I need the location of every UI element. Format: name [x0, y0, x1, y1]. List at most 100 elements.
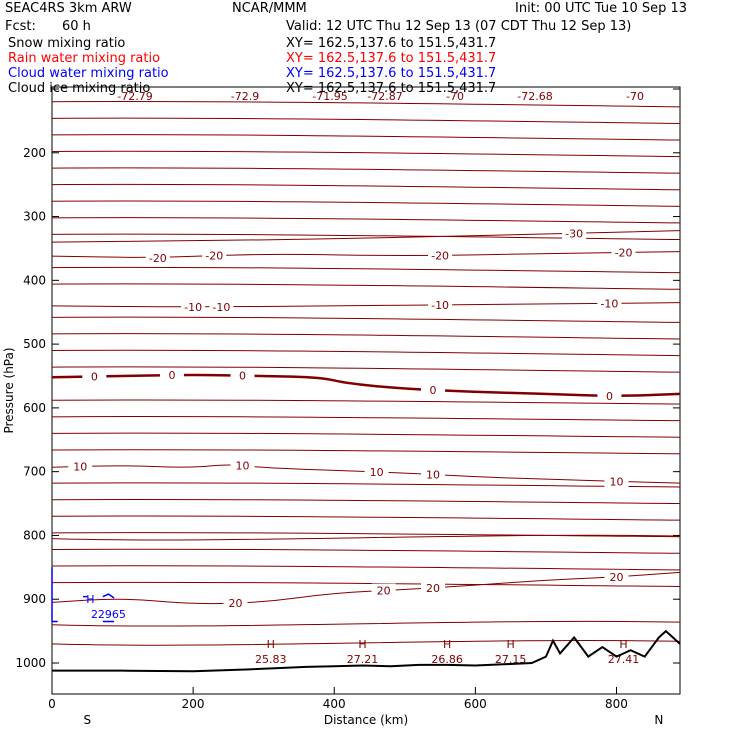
high-marker-H: H: [267, 638, 275, 651]
temperature-contour: [51, 571, 681, 605]
isotherm-line: [51, 432, 681, 438]
temperature-contour: [51, 230, 681, 243]
legend-xy-rain: XY= 162.5,137.6 to 151.5,431.7: [286, 51, 497, 66]
temperature-contour: [51, 302, 681, 308]
y-tick-label: 600: [23, 401, 46, 415]
contour-label: -20: [205, 250, 223, 263]
y-tick-label: 800: [23, 528, 46, 542]
isotherm-line: [51, 449, 681, 455]
contour-label-bg: [421, 580, 446, 594]
isotherm-line: [51, 316, 681, 323]
y-axis-label: Pressure (hPa): [2, 347, 16, 433]
isotherm-line: [51, 266, 681, 274]
contour-label-bg: [230, 458, 255, 472]
x-end-label-north: N: [654, 713, 663, 727]
contour-label: 0: [168, 369, 175, 382]
plot-frame: [51, 86, 681, 695]
cloud-water-H: H: [86, 593, 94, 606]
contour-label: -10: [600, 297, 618, 310]
high-marker-value: 26.86: [431, 653, 463, 666]
legend-xy-snow: XY= 162.5,137.6 to 151.5,431.7: [286, 36, 497, 51]
isotherm-line: [51, 565, 681, 571]
contour-label: 0: [606, 390, 613, 403]
isotherm-line: [51, 399, 681, 405]
isotherm-line: [51, 515, 681, 521]
x-tick-label: 200: [182, 697, 205, 711]
legend-label-rain: Rain water mixing ratio: [8, 51, 161, 66]
high-marker-H: H: [507, 638, 515, 651]
x-tick-label: 0: [48, 697, 56, 711]
contour-label: -10: [212, 301, 230, 314]
contour-label: -20: [431, 249, 449, 262]
isotherm-line: [51, 200, 681, 207]
init-time: Init: 00 UTC Tue 10 Sep 13: [515, 1, 688, 16]
terrain-line: [52, 629, 681, 673]
x-tick-label: 600: [464, 697, 487, 711]
isotherm-line: [51, 233, 681, 241]
contour-label: 10: [73, 460, 87, 473]
isotherm-line: [51, 283, 681, 290]
contour-label-bg: [209, 299, 234, 313]
contour-label-bg: [611, 245, 636, 259]
upper-contour-label: -70: [626, 90, 644, 103]
x-tick-label: 800: [605, 697, 628, 711]
high-marker-H: H: [443, 638, 451, 651]
contour-label-bg: [82, 369, 107, 383]
isotherm-line: [51, 101, 681, 108]
contour-label-bg: [604, 569, 629, 583]
upper-contour-label: -71.95: [312, 90, 347, 103]
cloud-water-value: 22965: [91, 608, 126, 621]
contour-label: -20: [615, 246, 633, 259]
isotherm-line: [51, 532, 681, 538]
contour-label: 10: [426, 468, 440, 481]
contour-label-bg: [159, 368, 184, 382]
x-axis-label: Distance (km): [324, 713, 408, 727]
legend-xy-cloud-ice: XY= 162.5,137.6 to 151.5,431.7: [286, 81, 497, 96]
contour-label-bg: [428, 248, 453, 262]
legend-label-cloud-water: Cloud water mixing ratio: [8, 66, 169, 81]
contour-label: 0: [91, 371, 98, 384]
contour-label: 20: [609, 571, 623, 584]
temperature-contour: [51, 251, 681, 258]
contour-label-bg: [597, 296, 622, 310]
isotherm-line: [51, 620, 681, 627]
y-tick-label: 1000: [15, 656, 46, 670]
contour-label-bg: [371, 583, 396, 597]
contour-label: -10: [431, 299, 449, 312]
contour-label: 0: [239, 370, 246, 383]
upper-contour-label: -72.87: [367, 90, 402, 103]
upper-contour-label: -72.79: [117, 90, 152, 103]
x-tick-label: 400: [323, 697, 346, 711]
high-marker-H: H: [619, 638, 627, 651]
upper-contour-label: -72.9: [231, 90, 259, 103]
contour-label-bg: [230, 368, 255, 382]
contour-label-bg: [604, 474, 629, 488]
contour-label-bg: [181, 300, 206, 314]
y-tick-label: 200: [23, 146, 46, 160]
isotherm-line: [51, 183, 681, 191]
high-marker-value: 25.83: [255, 653, 287, 666]
high-marker-value: 27.21: [347, 653, 379, 666]
isotherm-line: [51, 217, 681, 224]
isotherm-line: [51, 366, 681, 373]
legend-label-snow: Snow mixing ratio: [8, 36, 126, 51]
contour-label-bg: [562, 226, 587, 240]
isotherm-line: [51, 548, 681, 554]
isotherm-line: [51, 581, 681, 587]
contour-label-bg: [223, 596, 248, 610]
y-tick-label: 400: [23, 273, 46, 287]
contour-label: -20: [149, 252, 167, 265]
isotherm-line: [51, 333, 681, 340]
y-tick-label: 900: [23, 592, 46, 606]
isotherm-line: [51, 117, 681, 124]
contour-label: -10: [184, 301, 202, 314]
contour-label-bg: [202, 248, 227, 262]
contour-label: 20: [377, 585, 391, 598]
contour-label: 20: [426, 582, 440, 595]
y-tick-label: 700: [23, 465, 46, 479]
contour-label-bg: [597, 389, 622, 403]
x-end-label-south: S: [83, 713, 91, 727]
high-marker-H: H: [358, 638, 366, 651]
cloud-water-contour: [51, 567, 58, 623]
